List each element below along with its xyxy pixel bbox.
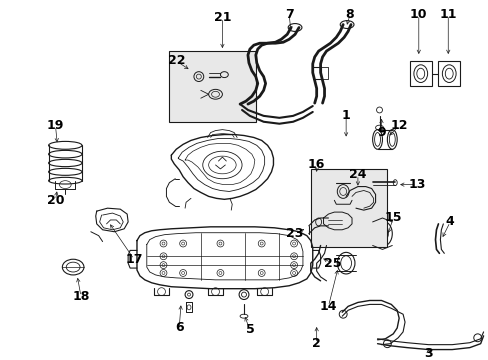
- Text: 11: 11: [439, 8, 456, 21]
- Text: 8: 8: [345, 8, 354, 21]
- Text: 12: 12: [389, 119, 407, 132]
- Text: 23: 23: [286, 227, 303, 240]
- Text: 17: 17: [125, 253, 142, 266]
- Text: 3: 3: [424, 347, 432, 360]
- Text: 2: 2: [312, 337, 321, 350]
- Text: 18: 18: [72, 290, 89, 303]
- Bar: [169, 51, 255, 122]
- Text: 4: 4: [445, 215, 454, 228]
- Bar: [438, 61, 459, 86]
- Text: 9: 9: [376, 126, 385, 139]
- Text: 21: 21: [213, 11, 231, 24]
- Text: 16: 16: [307, 158, 325, 171]
- Text: 15: 15: [384, 211, 401, 225]
- Text: 5: 5: [245, 323, 254, 337]
- Bar: [409, 61, 431, 86]
- Text: 1: 1: [341, 109, 350, 122]
- Text: 10: 10: [409, 8, 427, 21]
- Text: 24: 24: [348, 168, 366, 181]
- Text: 25: 25: [323, 257, 341, 270]
- Text: 20: 20: [47, 194, 64, 207]
- Text: 19: 19: [47, 119, 64, 132]
- Text: 7: 7: [284, 8, 293, 21]
- Text: 6: 6: [175, 321, 183, 334]
- Text: 13: 13: [407, 178, 425, 191]
- Text: 22: 22: [167, 54, 184, 67]
- Bar: [310, 169, 386, 247]
- Text: 14: 14: [319, 300, 337, 313]
